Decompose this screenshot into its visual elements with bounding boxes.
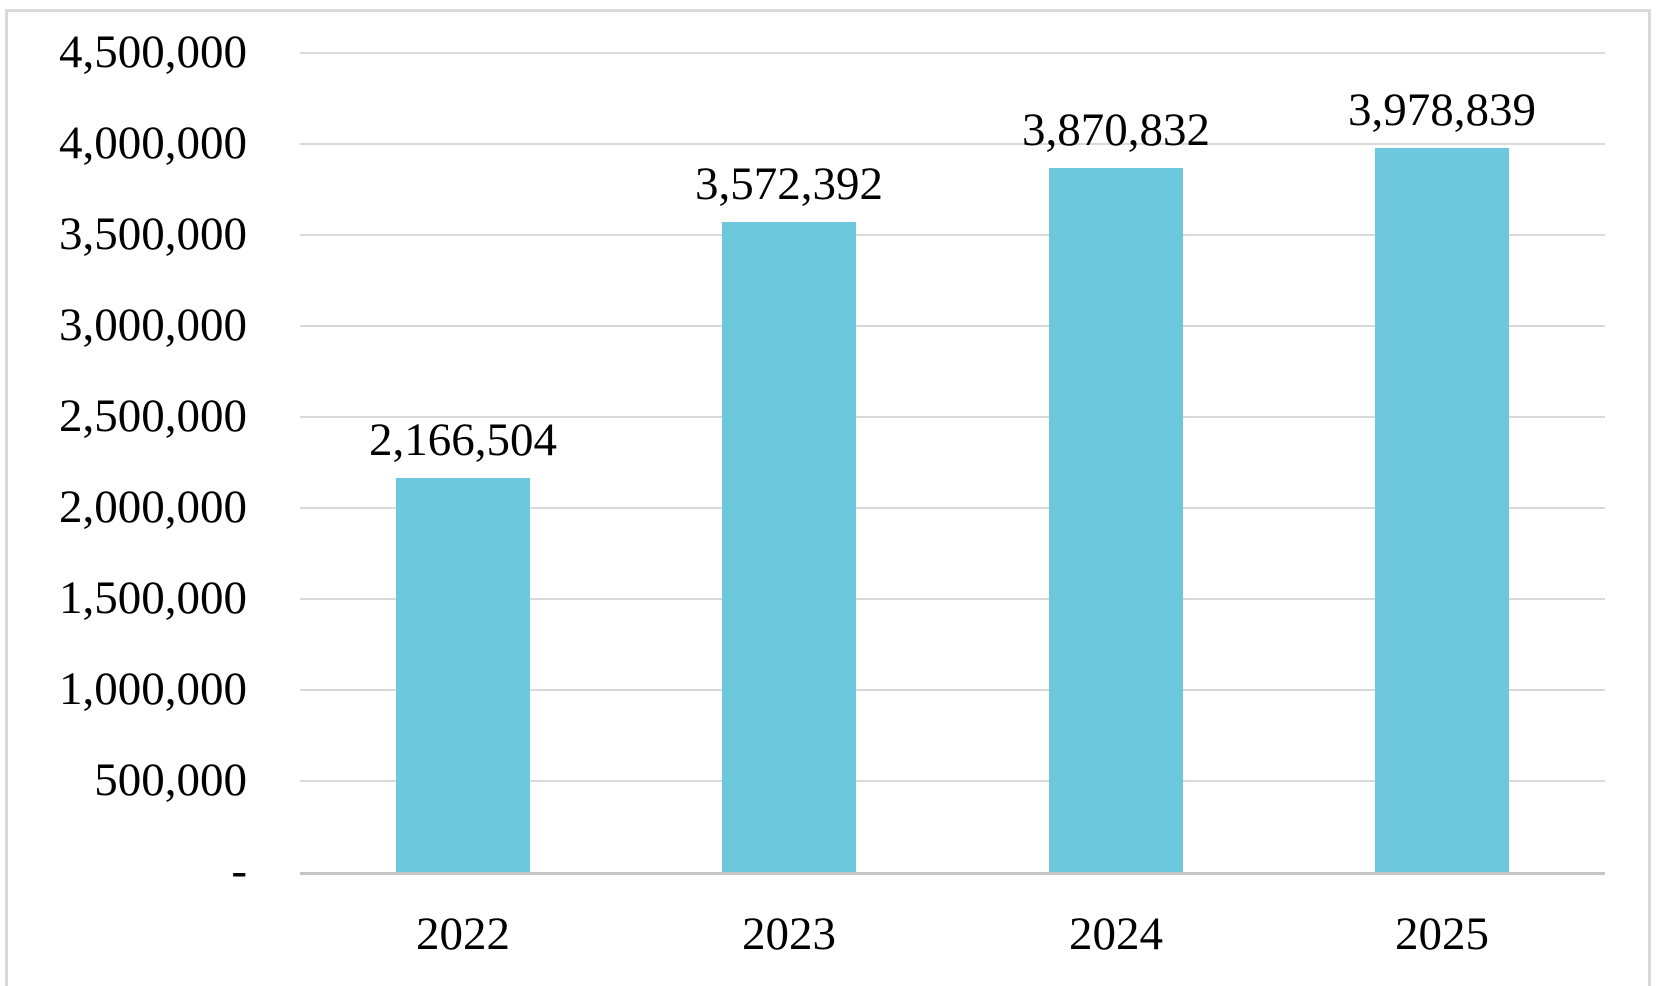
y-axis-tick-label: 4,000,000: [59, 117, 247, 169]
x-axis-tick-label-2025: 2025: [1395, 908, 1489, 960]
y-axis-tick-label: 1,500,000: [59, 572, 247, 624]
gridline: [300, 143, 1605, 145]
bar-2025: [1375, 148, 1509, 872]
y-axis-tick-label: 2,500,000: [59, 390, 247, 442]
gridline: [300, 689, 1605, 691]
x-axis-line: [300, 872, 1605, 875]
data-label-2023: 3,572,392: [695, 158, 883, 210]
bar-2022: [396, 478, 530, 872]
x-axis-tick-label-2024: 2024: [1069, 908, 1163, 960]
y-axis-tick-label: 2,000,000: [59, 481, 247, 533]
gridline: [300, 416, 1605, 418]
gridline: [300, 234, 1605, 236]
x-axis-tick-label-2023: 2023: [742, 908, 836, 960]
y-axis-tick-label: -: [231, 845, 247, 897]
x-axis-tick-label-2022: 2022: [416, 908, 510, 960]
data-label-2022: 2,166,504: [369, 414, 557, 466]
y-axis-tick-label: 4,500,000: [59, 26, 247, 78]
gridline: [300, 780, 1605, 782]
y-axis-tick-label: 3,000,000: [59, 299, 247, 351]
gridline: [300, 507, 1605, 509]
y-axis-tick-label: 1,000,000: [59, 663, 247, 715]
y-axis-tick-label: 3,500,000: [59, 208, 247, 260]
bar-2023: [722, 222, 856, 872]
gridline: [300, 52, 1605, 54]
y-axis-tick-label: 500,000: [94, 754, 247, 806]
data-label-2024: 3,870,832: [1022, 104, 1210, 156]
data-label-2025: 3,978,839: [1348, 84, 1536, 136]
gridline: [300, 598, 1605, 600]
bar-2024: [1049, 168, 1183, 872]
gridline: [300, 325, 1605, 327]
